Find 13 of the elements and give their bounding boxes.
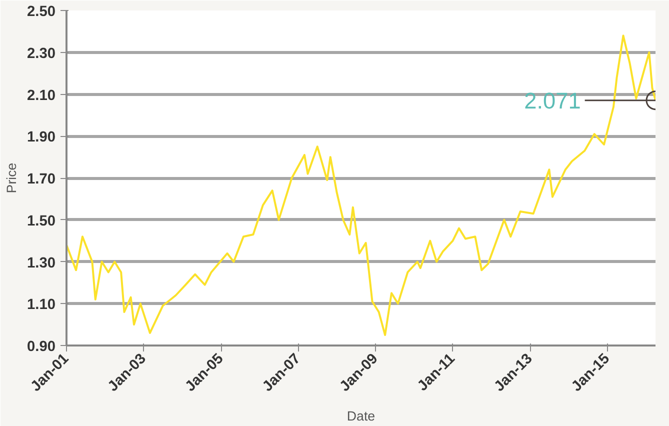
- y-tick-label: 1.10: [26, 297, 56, 314]
- y-tick-label: 2.50: [26, 4, 56, 20]
- annotation: 2.071: [524, 87, 581, 114]
- line-series: [66, 34, 656, 336]
- x-axis-title: Date: [346, 408, 376, 424]
- y-tick-label: 1.50: [26, 213, 56, 230]
- y-tick-label: 1.30: [26, 255, 56, 272]
- y-axis-title: Price: [4, 162, 19, 194]
- y-tick-label: 1.90: [26, 130, 56, 146]
- y-tick-label: 1.70: [26, 172, 56, 188]
- y-tick-label: 0.90: [26, 339, 56, 355]
- y-tick-label: 2.10: [26, 88, 56, 104]
- y-tick-label: 2.30: [26, 46, 56, 62]
